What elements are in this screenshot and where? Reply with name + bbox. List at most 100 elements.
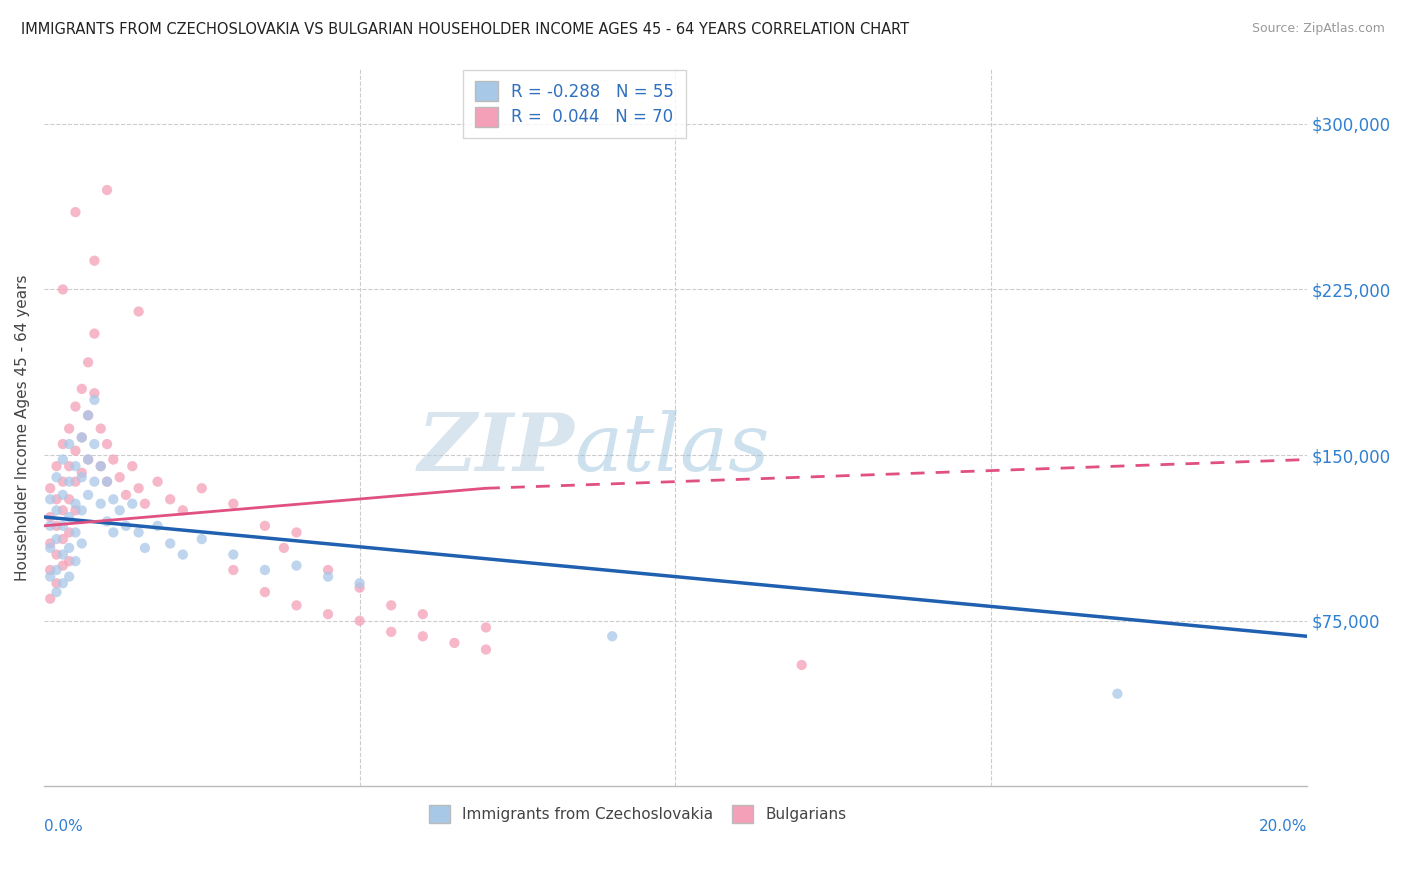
Y-axis label: Householder Income Ages 45 - 64 years: Householder Income Ages 45 - 64 years (15, 274, 30, 581)
Point (121, 497, 143, 511)
Point (77, 409, 100, 423)
Point (121, 459, 143, 474)
Point (39, 563, 62, 577)
Text: 20.0%: 20.0% (1258, 819, 1308, 834)
Point (316, 563, 339, 577)
Point (443, 636, 465, 650)
Point (191, 481, 214, 495)
Point (77, 355, 100, 369)
Point (600, 629, 623, 643)
Point (115, 518, 138, 533)
Point (253, 563, 276, 577)
Point (380, 624, 402, 639)
Point (58, 492, 80, 507)
Point (222, 563, 245, 577)
Point (128, 525, 150, 540)
Point (39, 492, 62, 507)
Point (77, 488, 100, 502)
Text: IMMIGRANTS FROM CZECHOSLOVAKIA VS BULGARIAN HOUSEHOLDER INCOME AGES 45 - 64 YEAR: IMMIGRANTS FROM CZECHOSLOVAKIA VS BULGAR… (21, 22, 910, 37)
Point (83, 437, 105, 451)
Point (70, 470, 93, 484)
Point (52, 488, 75, 502)
Point (316, 569, 339, 583)
Point (65, 525, 87, 540)
Point (52, 518, 75, 533)
Point (90, 422, 112, 436)
Point (1107, 687, 1129, 701)
Point (39, 541, 62, 555)
Point (96, 475, 118, 489)
Point (128, 304, 150, 318)
Point (90, 497, 112, 511)
Point (159, 492, 181, 507)
Point (115, 488, 138, 502)
Point (96, 475, 118, 489)
Point (45, 548, 67, 562)
Point (58, 525, 80, 540)
Point (83, 392, 105, 407)
Point (39, 536, 62, 550)
Point (96, 437, 118, 451)
Point (39, 481, 62, 495)
Point (65, 497, 87, 511)
Point (58, 541, 80, 555)
Point (108, 503, 131, 517)
Point (58, 510, 80, 524)
Point (172, 503, 194, 517)
Point (83, 475, 105, 489)
Point (65, 205, 87, 219)
Point (58, 437, 80, 451)
Point (58, 569, 80, 583)
Point (45, 470, 67, 484)
Point (52, 437, 75, 451)
Point (349, 614, 371, 628)
Point (45, 532, 67, 546)
Point (273, 541, 295, 555)
Point (83, 326, 105, 341)
Point (70, 466, 93, 480)
Point (191, 532, 214, 546)
Point (45, 459, 67, 474)
Point (65, 503, 87, 517)
Point (412, 607, 434, 622)
Point (77, 452, 100, 467)
Text: 0.0%: 0.0% (44, 819, 83, 834)
Point (316, 607, 339, 622)
Point (70, 430, 93, 444)
Point (45, 492, 67, 507)
Point (146, 518, 169, 533)
Point (134, 541, 156, 555)
Point (103, 452, 125, 467)
Point (103, 492, 125, 507)
Point (39, 518, 62, 533)
Point (790, 658, 813, 673)
Point (65, 443, 87, 458)
Text: ZIP: ZIP (418, 410, 574, 488)
Point (285, 599, 308, 613)
Point (475, 620, 498, 634)
Legend: Immigrants from Czechoslovakia, Bulgarians: Immigrants from Czechoslovakia, Bulgaria… (422, 799, 852, 829)
Point (39, 510, 62, 524)
Point (146, 475, 169, 489)
Point (253, 518, 276, 533)
Point (58, 459, 80, 474)
Point (58, 422, 80, 436)
Point (103, 525, 125, 540)
Point (70, 430, 93, 444)
Point (96, 515, 118, 529)
Point (90, 459, 112, 474)
Point (70, 382, 93, 396)
Point (52, 548, 75, 562)
Point (65, 554, 87, 568)
Point (52, 532, 75, 546)
Point (39, 591, 62, 606)
Point (58, 554, 80, 568)
Point (159, 536, 181, 550)
Point (83, 253, 105, 268)
Point (45, 563, 67, 577)
Point (412, 629, 434, 643)
Point (90, 459, 112, 474)
Point (172, 548, 194, 562)
Point (65, 459, 87, 474)
Point (52, 452, 75, 467)
